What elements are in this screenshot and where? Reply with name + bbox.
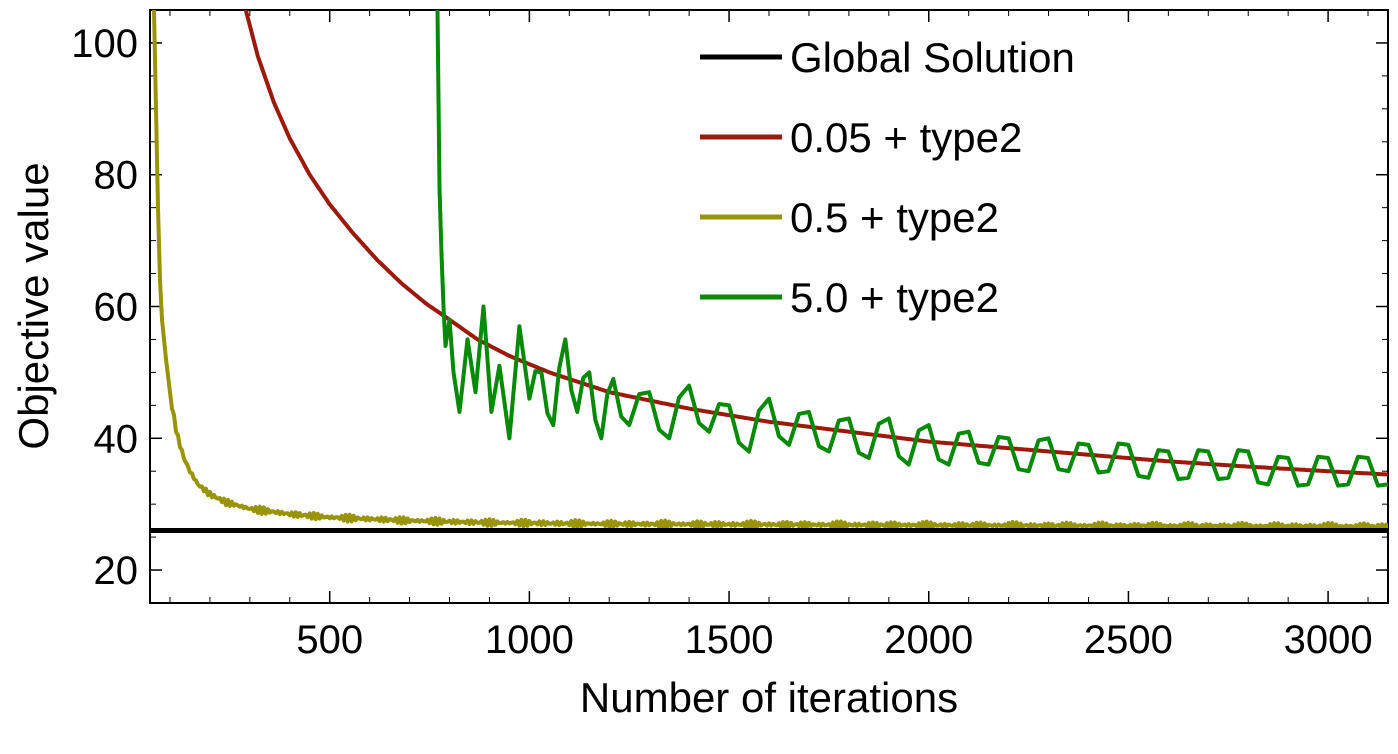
y-tick-label: 60 (94, 286, 139, 330)
x-tick-label: 2500 (1084, 618, 1173, 662)
legend-label: 0.5 + type2 (790, 194, 999, 241)
y-tick-label: 100 (71, 22, 138, 66)
x-tick-label: 2000 (884, 618, 973, 662)
y-axis-ticks: 20 40 60 80 100 (71, 22, 1388, 593)
y-minor-ticks (150, 9, 1388, 538)
legend-label: 5.0 + type2 (790, 274, 999, 321)
y-tick-label: 40 (94, 417, 139, 461)
y-tick-label: 80 (94, 154, 139, 198)
plot-frame (149, 9, 1389, 604)
y-axis-title: Objective value (10, 162, 57, 449)
x-tick-label: 3000 (1284, 618, 1373, 662)
x-axis-ticks: 500 1000 1500 2000 2500 3000 (296, 10, 1373, 662)
series-layer (150, 10, 1388, 534)
series-line-0-05-type2 (243, 10, 1388, 477)
x-minor-ticks (169, 10, 1369, 603)
legend: Global Solution 0.05 + type2 0.5 + type2 5.… (700, 34, 1075, 321)
legend-label: Global Solution (790, 34, 1075, 81)
x-tick-label: 1500 (685, 618, 774, 662)
series-line-5-0-type2 (435, 10, 1388, 488)
legend-label: 0.05 + type2 (790, 114, 1022, 161)
y-tick-label: 20 (94, 549, 139, 593)
x-axis-title: Number of iterations (580, 674, 958, 721)
x-tick-label: 500 (296, 618, 363, 662)
x-tick-label: 1000 (485, 618, 574, 662)
